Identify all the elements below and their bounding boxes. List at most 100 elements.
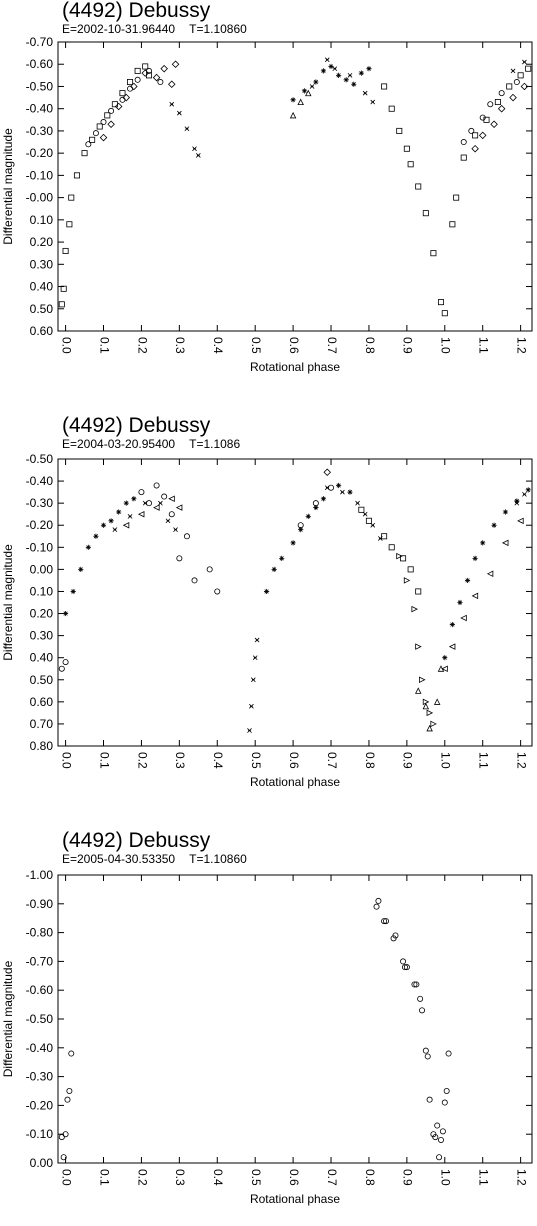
- data-point: [437, 1136, 444, 1143]
- data-point: [457, 599, 463, 606]
- data-point: [108, 518, 114, 524]
- y-tick-label: 0.40: [30, 651, 54, 665]
- data-point: [403, 577, 411, 584]
- data-point: [370, 99, 376, 105]
- data-point: [441, 1099, 448, 1106]
- data-point: [289, 111, 297, 119]
- y-tick-label: 0.00: [30, 562, 54, 576]
- data-point: [407, 161, 414, 168]
- data-point: [424, 1053, 431, 1060]
- x-tick-label: 0.2: [135, 752, 149, 769]
- x-tick-label: 0.9: [401, 752, 415, 769]
- data-point: [313, 79, 319, 85]
- data-point: [441, 310, 448, 317]
- y-tick-label: -0.40: [26, 102, 54, 116]
- data-point: [142, 500, 148, 506]
- data-point: [62, 610, 69, 617]
- data-point: [122, 93, 131, 102]
- x-tick-label: 0.9: [401, 1169, 415, 1186]
- data-point: [298, 527, 304, 533]
- data-point: [104, 112, 111, 119]
- data-point: [78, 566, 84, 572]
- data-point: [247, 728, 252, 733]
- data-point: [73, 172, 80, 179]
- data-point: [171, 60, 180, 68]
- y-axis: -0.70 -0.60 -0.50 -0.40 -0.30 -0.20 -0.10 -0.00…: [26, 35, 532, 338]
- y-tick-label: -0.20: [26, 146, 54, 160]
- data-point: [127, 514, 133, 519]
- data-point: [471, 144, 479, 153]
- data-point: [417, 995, 424, 1002]
- x-axis: 0.0 0.1 0.2 0.3 0.4 0.5 0.6 0.7 0.8 0.9 1.0 1.1 1.2: [59, 875, 528, 1186]
- data-point: [411, 605, 418, 613]
- data-point: [426, 709, 434, 717]
- data-point: [85, 544, 91, 550]
- data-point: [490, 120, 498, 129]
- data-point: [525, 487, 531, 493]
- y-tick-label: -0.10: [26, 168, 54, 182]
- data-point: [263, 588, 270, 595]
- data-point: [460, 614, 467, 622]
- data-point: [167, 80, 176, 89]
- data-point: [297, 98, 304, 106]
- data-point: [157, 79, 164, 86]
- y-tick-label: -1.00: [26, 868, 54, 882]
- data-point: [442, 655, 448, 661]
- data-point: [479, 114, 486, 121]
- data-point: [392, 932, 399, 939]
- data-point: [249, 703, 254, 709]
- data-point: [436, 1154, 443, 1161]
- data-point: [506, 83, 513, 90]
- data-point: [497, 104, 506, 113]
- x-tick-label: 0.5: [249, 1169, 263, 1186]
- y-tick-label: -0.10: [26, 540, 54, 554]
- data-point: [184, 126, 190, 132]
- y-axis-title: Differential magnitude: [1, 544, 15, 661]
- data-point: [131, 496, 137, 502]
- data-point: [513, 79, 520, 86]
- data-point: [152, 73, 161, 82]
- data-point: [381, 918, 388, 925]
- data-point: [413, 981, 420, 988]
- data-point: [114, 102, 123, 111]
- y-axis-title: Differential magnitude: [1, 128, 15, 245]
- y-tick-label: -0.50: [26, 452, 54, 466]
- data-point: [183, 533, 190, 540]
- data-point: [403, 145, 410, 152]
- data-point: [332, 66, 338, 72]
- scatter-plot: 0.0 0.1 0.2 0.3 0.4 0.5 0.6 0.7 0.8 0.9 1.0 1.1 1.2-…: [1, 35, 533, 374]
- x-tick-label: 0.2: [135, 337, 149, 354]
- data-point: [480, 540, 486, 546]
- scatter-plot: 0.0 0.1 0.2 0.3 0.4 0.5 0.6 0.7 0.8 0.9 1.0 1.1 1.2-…: [1, 868, 533, 1206]
- data-point: [422, 210, 429, 217]
- data-point: [320, 68, 327, 74]
- data-point: [161, 493, 168, 500]
- data-point: [449, 621, 455, 628]
- data-point: [146, 67, 153, 74]
- data-point: [383, 918, 390, 925]
- series-star: [62, 482, 531, 661]
- y-tick-label: -0.40: [26, 1041, 54, 1055]
- data-point: [271, 566, 277, 572]
- y-tick-label: 0.10: [30, 584, 54, 598]
- y-tick-label: -0.60: [26, 983, 54, 997]
- series-cross: [169, 57, 527, 158]
- data-point: [290, 540, 296, 546]
- y-tick-label: 0.80: [30, 739, 54, 753]
- data-point: [441, 665, 448, 672]
- data-point: [403, 964, 410, 971]
- data-point: [119, 96, 126, 103]
- data-point: [514, 498, 520, 504]
- x-tick-label: 0.0: [59, 1169, 73, 1186]
- plot-frame: [57, 458, 533, 747]
- data-point: [487, 101, 494, 108]
- x-tick-label: 0.8: [363, 1169, 377, 1186]
- x-tick-label: 0.0: [59, 337, 73, 354]
- y-tick-label: 0.40: [30, 280, 54, 294]
- series-triangle-left: [122, 495, 524, 672]
- y-tick-label: 0.30: [30, 629, 54, 643]
- y-axis-title: Differential magnitude: [1, 960, 15, 1077]
- data-point: [108, 107, 115, 114]
- data-point: [301, 88, 308, 94]
- data-point: [460, 139, 467, 146]
